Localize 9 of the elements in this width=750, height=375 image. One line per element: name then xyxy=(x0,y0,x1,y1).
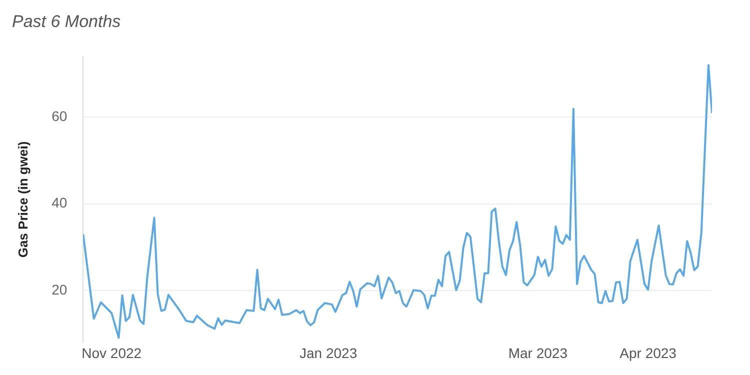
chart-title: Past 6 Months xyxy=(12,12,122,31)
x-tick-label: Apr 2023 xyxy=(620,344,677,361)
x-tick-label: Jan 2023 xyxy=(300,344,358,361)
y-tick-label: 20 xyxy=(52,281,68,298)
x-tick-label: Nov 2022 xyxy=(82,344,142,361)
y-tick-label: 40 xyxy=(52,194,68,211)
y-tick-label: 60 xyxy=(52,108,68,124)
x-tick-label: Mar 2023 xyxy=(508,344,568,361)
y-axis-title: Gas Price (in gwei) xyxy=(15,141,30,258)
